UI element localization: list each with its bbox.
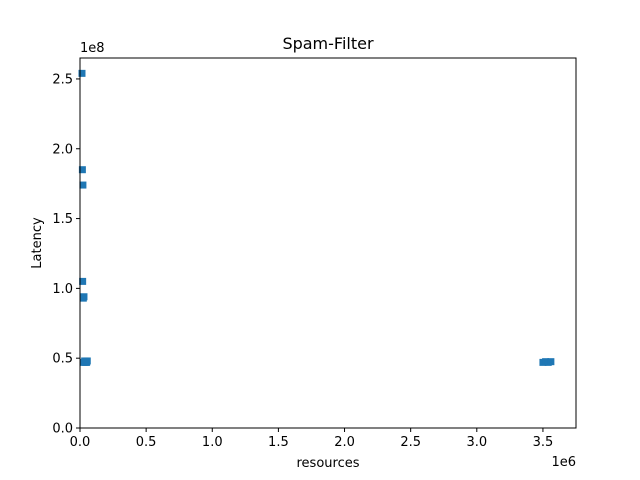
- data-point: [78, 166, 86, 174]
- data-point: [78, 69, 86, 77]
- data-point: [79, 181, 87, 189]
- y-tick-label: 0.0: [52, 422, 73, 437]
- x-tick-label: 1.0: [202, 435, 223, 450]
- data-point: [80, 293, 88, 301]
- x-tick-label: 0.0: [70, 435, 91, 450]
- y-tick-label: 2.0: [52, 142, 73, 157]
- x-tick-label: 0.5: [136, 435, 157, 450]
- x-axis: 0.0 0.5 1.0 1.5 2.0 2.5 3.0 3.5: [70, 428, 554, 450]
- x-tick-label: 2.0: [334, 435, 355, 450]
- plot-area: [80, 58, 576, 428]
- y-tick-label: 1.5: [52, 212, 73, 227]
- data-point: [79, 277, 87, 285]
- chart-title: Spam-Filter: [282, 34, 374, 53]
- y-offset-label: 1e8: [80, 41, 105, 56]
- y-tick-label: 0.5: [52, 352, 73, 367]
- x-tick-label: 3.5: [533, 435, 554, 450]
- x-tick-label: 3.0: [466, 435, 487, 450]
- data-points: [78, 69, 555, 366]
- data-point: [547, 358, 555, 366]
- x-axis-label: resources: [296, 456, 359, 471]
- x-tick-label: 2.5: [400, 435, 421, 450]
- plot-frame: [79, 57, 577, 429]
- x-tick-label: 1.5: [268, 435, 289, 450]
- y-axis-label: Latency: [30, 217, 45, 269]
- y-tick-label: 1.0: [52, 282, 73, 297]
- y-tick-label: 2.5: [52, 72, 73, 87]
- data-point: [83, 357, 91, 365]
- x-offset-label: 1e6: [551, 455, 576, 470]
- y-axis: 0.0 0.5 1.0 1.5 2.0 2.5: [52, 72, 80, 437]
